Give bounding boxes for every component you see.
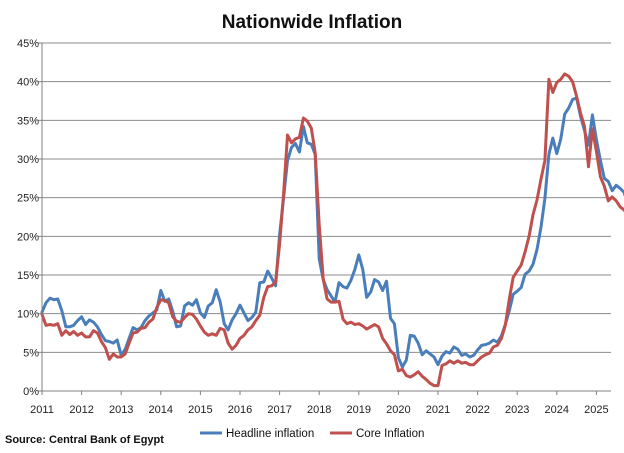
x-tick-label: 2016 (228, 404, 252, 416)
y-tick-label: 30% (17, 154, 39, 166)
x-tick-label: 2019 (347, 404, 371, 416)
series-line-headline (40, 96, 624, 369)
x-tick-label: 2018 (307, 404, 331, 416)
x-tick-label: 2023 (505, 404, 529, 416)
x-tick-label: 2021 (426, 404, 450, 416)
y-tick-label: 15% (17, 270, 39, 282)
y-tick-label: 20% (17, 231, 39, 243)
x-tick-label: 2014 (149, 404, 173, 416)
x-tick-label: 2015 (188, 404, 212, 416)
y-tick-label: 5% (23, 347, 39, 359)
legend: Headline inflation Core Inflation (200, 428, 424, 440)
y-tick-label: 0% (23, 386, 39, 398)
y-tick-label: 25% (17, 193, 39, 205)
source-note: Source: Central Bank of Egypt (5, 434, 164, 446)
series-line-core (40, 72, 624, 388)
gridlines (38, 42, 611, 395)
x-tick-label: 2022 (465, 404, 489, 416)
series-lines (40, 72, 624, 388)
y-tick-label: 10% (17, 309, 39, 321)
x-axis-tick-labels: 2011 2012 2013 2014 2015 2016 2017 2018 2019 2020… (30, 404, 608, 416)
x-tick-label: 2024 (545, 404, 569, 416)
x-tick-label: 2025 (584, 404, 608, 416)
y-tick-label: 40% (17, 77, 39, 89)
y-tick-label: 45% (17, 38, 39, 50)
chart-title: Nationwide Inflation (222, 12, 403, 33)
x-tick-label: 2011 (30, 404, 54, 416)
y-axis-tick-labels: 0% 5% 10% 15% 20% 25% 30% 35% 40% 45% (17, 38, 39, 398)
legend-label-core: Core Inflation (356, 428, 424, 440)
legend-label-headline: Headline inflation (226, 428, 314, 440)
x-tick-label: 2013 (109, 404, 133, 416)
x-tick-label: 2020 (386, 404, 410, 416)
x-tick-label: 2012 (69, 404, 93, 416)
x-tick-label: 2017 (267, 404, 291, 416)
y-tick-label: 35% (17, 115, 39, 127)
